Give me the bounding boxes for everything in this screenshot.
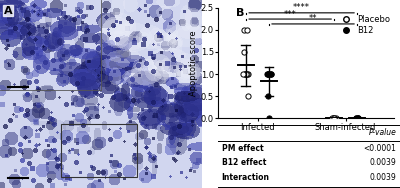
Point: [331, 117, 338, 120]
Point: [355, 117, 362, 120]
Point: [330, 117, 336, 120]
Point: [244, 28, 250, 31]
Text: Interaction: Interaction: [222, 173, 270, 182]
Text: 0.0039: 0.0039: [370, 158, 396, 168]
Point: [331, 117, 337, 120]
Point: [243, 73, 250, 76]
Point: [244, 95, 251, 98]
Point: [241, 50, 247, 53]
Legend: Placebo, B12: Placebo, B12: [334, 12, 393, 38]
Point: [265, 73, 271, 76]
Point: [242, 73, 248, 76]
Point: [268, 73, 274, 76]
Text: 0.0039: 0.0039: [370, 173, 396, 182]
Text: B12 effect: B12 effect: [222, 158, 266, 168]
Text: **: **: [309, 14, 317, 24]
Point: [266, 73, 273, 76]
Point: [244, 73, 250, 76]
Bar: [61, 124, 137, 177]
Text: ****: ****: [293, 3, 310, 12]
Text: B: B: [236, 8, 244, 17]
Point: [353, 117, 359, 120]
Point: [265, 73, 271, 76]
Point: [245, 73, 252, 76]
Text: ***: ***: [284, 10, 296, 19]
Point: [355, 117, 361, 120]
Text: PM effect: PM effect: [222, 144, 263, 153]
Point: [353, 117, 360, 120]
Point: [240, 73, 246, 76]
Text: <0.0001: <0.0001: [364, 144, 396, 153]
Point: [267, 73, 274, 76]
Text: P-value: P-value: [368, 128, 396, 137]
Point: [265, 95, 272, 98]
Point: [241, 73, 248, 76]
Point: [265, 73, 272, 76]
Point: [240, 28, 247, 31]
Point: [264, 73, 270, 76]
Point: [333, 117, 340, 120]
Point: [354, 117, 361, 120]
Point: [329, 117, 336, 120]
Point: [266, 117, 272, 120]
Text: A: A: [4, 6, 13, 16]
Y-axis label: Apoptotic score: Apoptotic score: [189, 30, 198, 96]
